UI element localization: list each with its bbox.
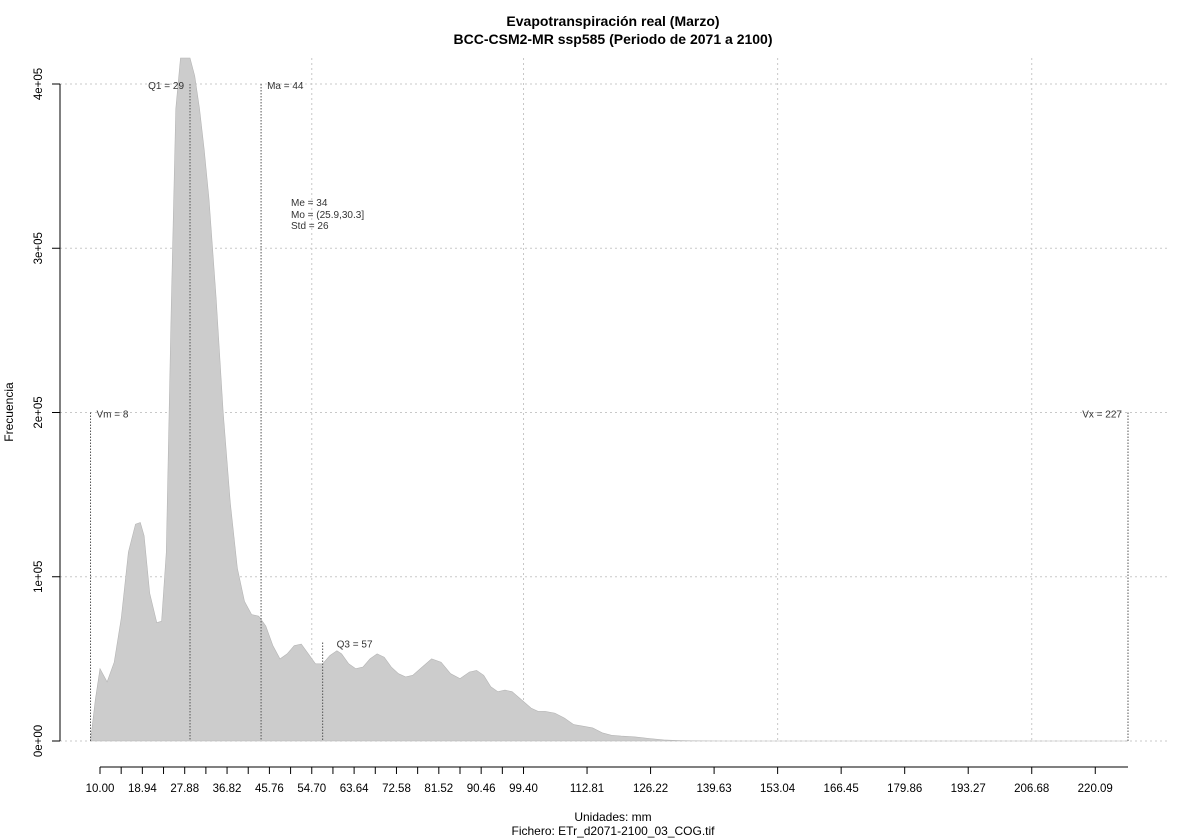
y-tick-label: 0e+00	[33, 725, 45, 757]
x-tick-label: 179.86	[887, 783, 922, 795]
x-tick-label: 72.58	[382, 783, 411, 795]
x-tick-label: 63.64	[340, 783, 369, 795]
x-tick-label: 18.94	[128, 783, 157, 795]
stat-mode: Mo = (25.9,30.3]	[291, 210, 364, 221]
footer-filename: Fichero: ETr_d2071-2100_03_COG.tif	[512, 824, 716, 838]
marker-label: Vm = 8	[97, 410, 129, 421]
stat-median: Me = 34	[291, 198, 328, 209]
y-axis-title: Frecuencia	[2, 382, 16, 442]
y-tick-label: 1e+05	[33, 561, 45, 593]
x-tick-label: 220.09	[1078, 783, 1113, 795]
x-tick-label: 112.81	[570, 783, 604, 795]
y-tick-label: 2e+05	[33, 396, 45, 428]
x-tick-label: 153.04	[760, 783, 796, 795]
stat-std: Std = 26	[291, 221, 329, 232]
x-tick-label: 90.46	[467, 783, 496, 795]
stats-annotation: Me = 34 Mo = (25.9,30.3] Std = 26	[291, 198, 364, 232]
marker-lines: Vm = 8 Q1 = 29 Ma = 44 Q3 = 57 Vx = 227	[90, 81, 1129, 741]
x-tick-label: 54.70	[297, 783, 326, 795]
marker-label: Vx = 227	[1082, 410, 1122, 421]
chart-title: Evapotranspiración real (Marzo)	[506, 13, 719, 29]
x-tick-label: 126.22	[633, 783, 668, 795]
y-axis-ticks: 0e+00 1e+05 2e+05 3e+05 4e+05	[33, 68, 60, 757]
marker-label: Q1 = 29	[148, 81, 184, 92]
x-tick-label: 10.00	[86, 783, 115, 795]
x-tick-label: 166.45	[824, 783, 859, 795]
x-tick-label: 193.27	[951, 783, 986, 795]
x-tick-label: 206.68	[1014, 783, 1049, 795]
marker-label: Ma = 44	[267, 81, 304, 92]
marker-label: Q3 = 57	[337, 639, 373, 650]
x-tick-label: 36.82	[213, 783, 242, 795]
chart-subtitle: BCC-CSM2-MR ssp585 (Periodo de 2071 a 21…	[454, 31, 773, 47]
x-tick-label: 27.88	[170, 783, 199, 795]
x-tick-label: 99.40	[509, 783, 538, 795]
y-tick-label: 4e+05	[33, 68, 45, 100]
x-tick-label: 81.52	[424, 783, 453, 795]
x-tick-label: 139.63	[697, 783, 732, 795]
x-axis-title: Unidades: mm	[574, 810, 651, 824]
x-axis-ticks: 10.00 18.94 27.88 36.82 45.76 54.70 63.64 72.58…	[86, 767, 1113, 795]
y-tick-label: 3e+05	[33, 232, 45, 264]
x-tick-label: 45.76	[255, 783, 284, 795]
density-area	[90, 57, 1128, 742]
